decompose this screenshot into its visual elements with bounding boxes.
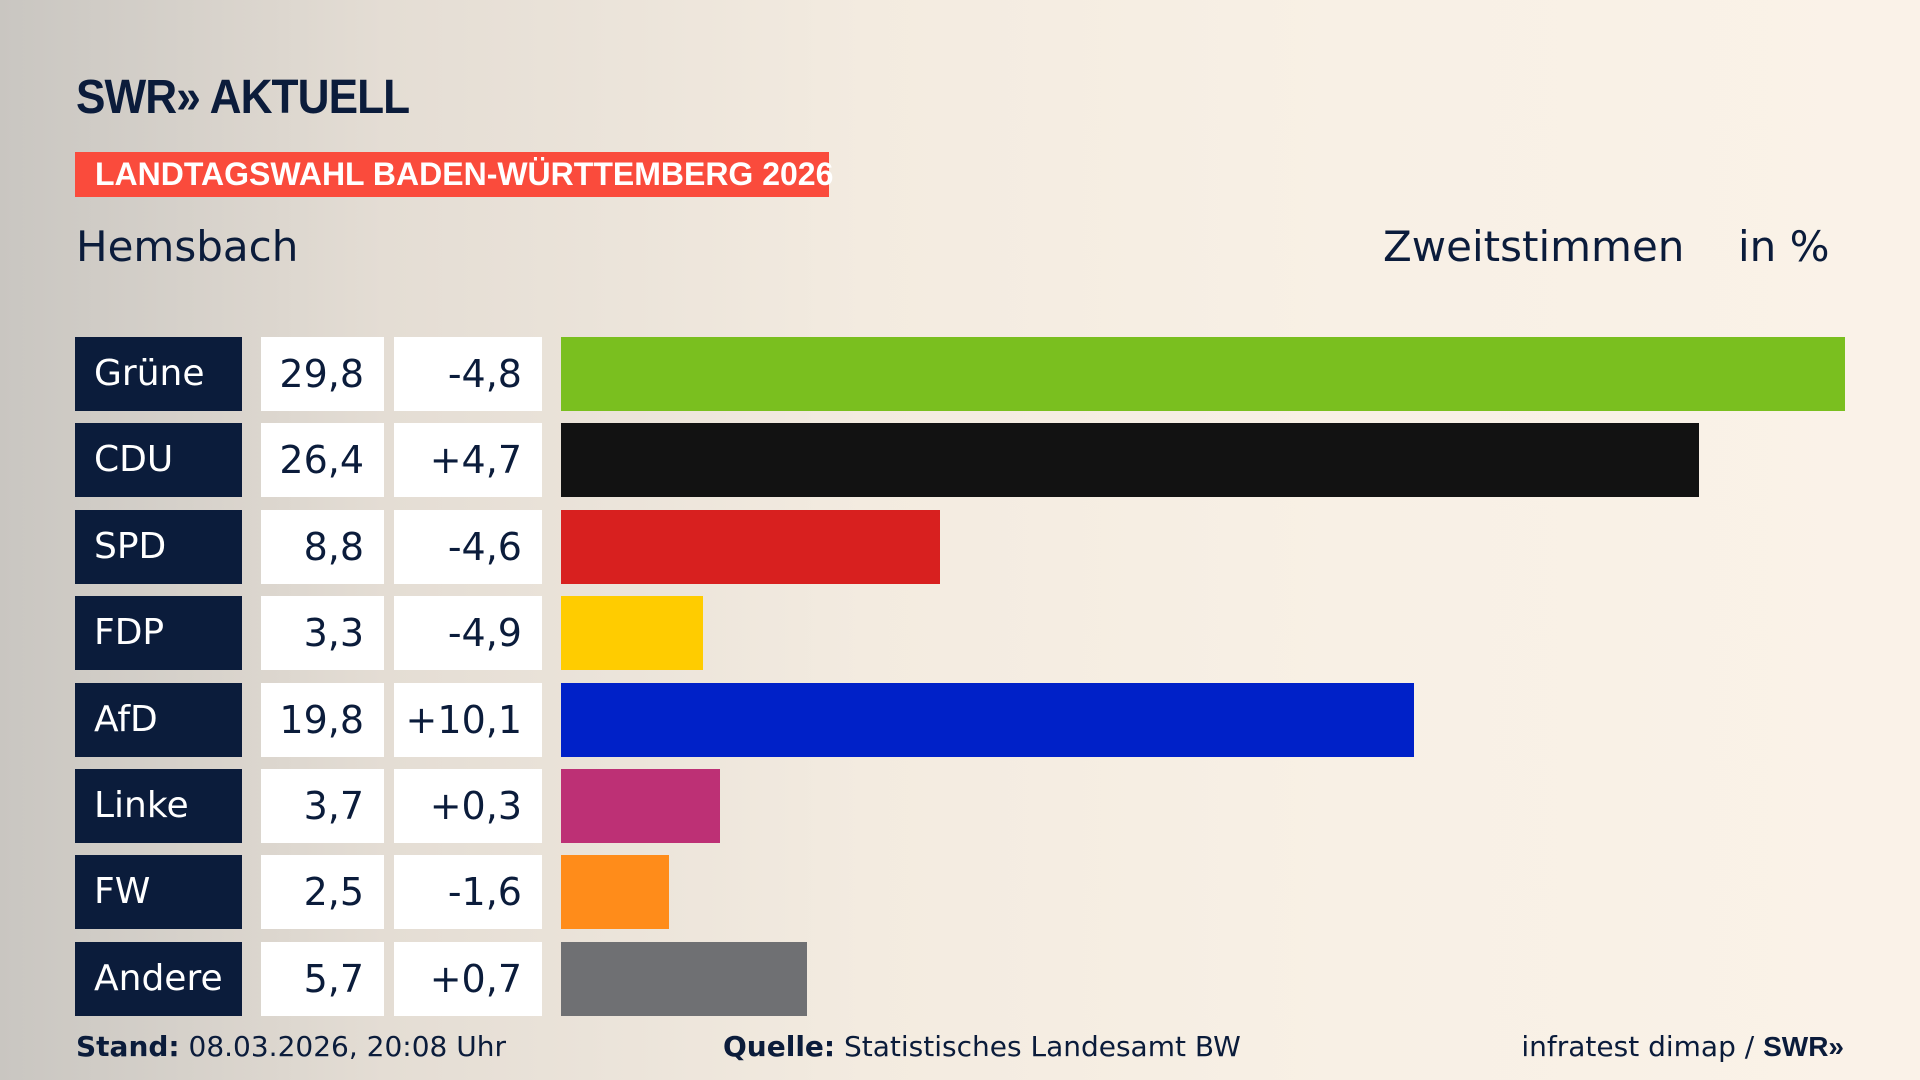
diff-label: -4,8 bbox=[394, 337, 542, 411]
bar bbox=[561, 769, 721, 843]
diff-label: +0,3 bbox=[394, 769, 542, 843]
swr-aktuell-logo: SWR» AKTUELL bbox=[76, 71, 410, 124]
party-label: SPD bbox=[75, 509, 242, 584]
value-label: 8,8 bbox=[261, 509, 384, 584]
diff-label: +0,7 bbox=[394, 941, 542, 1016]
unit-label: in % bbox=[1738, 222, 1830, 271]
bar bbox=[561, 596, 704, 671]
timestamp: Stand: 08.03.2026, 20:08 Uhr bbox=[76, 1030, 506, 1063]
election-banner: LANDTAGSWAHL BADEN-WÜRTTEMBERG 2026 bbox=[75, 152, 833, 197]
diff-label: -4,6 bbox=[394, 509, 542, 584]
party-label: Grüne bbox=[75, 337, 242, 411]
value-label: 2,5 bbox=[261, 855, 384, 930]
value-label: 5,7 bbox=[261, 941, 384, 1016]
source-value: Statistisches Landesamt BW bbox=[835, 1030, 1241, 1063]
diff-label: -1,6 bbox=[394, 855, 542, 930]
bar bbox=[561, 855, 669, 930]
bar bbox=[561, 682, 1415, 757]
value-label: 19,8 bbox=[261, 682, 384, 757]
value-label: 3,3 bbox=[261, 596, 384, 671]
party-label: Linke bbox=[75, 769, 242, 843]
source-label: Quelle: bbox=[723, 1030, 836, 1063]
credit: infratest dimap / SWR» bbox=[1521, 1030, 1844, 1063]
credit-text: infratest dimap / bbox=[1521, 1030, 1764, 1063]
bar bbox=[561, 423, 1699, 498]
region-title: Hemsbach bbox=[76, 222, 299, 271]
value-label: 3,7 bbox=[261, 769, 384, 843]
party-label: FW bbox=[75, 855, 242, 930]
stand-value: 08.03.2026, 20:08 Uhr bbox=[179, 1030, 506, 1063]
bar bbox=[561, 509, 941, 584]
diff-label: +10,1 bbox=[394, 682, 542, 757]
party-label: CDU bbox=[75, 423, 242, 498]
source: Quelle: Statistisches Landesamt BW bbox=[723, 1030, 1241, 1063]
party-label: AfD bbox=[75, 682, 242, 757]
metric-label: Zweitstimmen bbox=[1383, 222, 1685, 271]
diff-label: -4,9 bbox=[394, 596, 542, 671]
swr-logo: SWR» bbox=[1763, 1031, 1844, 1062]
party-label: FDP bbox=[75, 596, 242, 671]
bar bbox=[561, 337, 1845, 411]
bar bbox=[561, 941, 807, 1016]
stand-label: Stand: bbox=[76, 1030, 180, 1063]
value-label: 29,8 bbox=[261, 337, 384, 411]
party-label: Andere bbox=[75, 941, 242, 1016]
diff-label: +4,7 bbox=[394, 423, 542, 498]
value-label: 26,4 bbox=[261, 423, 384, 498]
